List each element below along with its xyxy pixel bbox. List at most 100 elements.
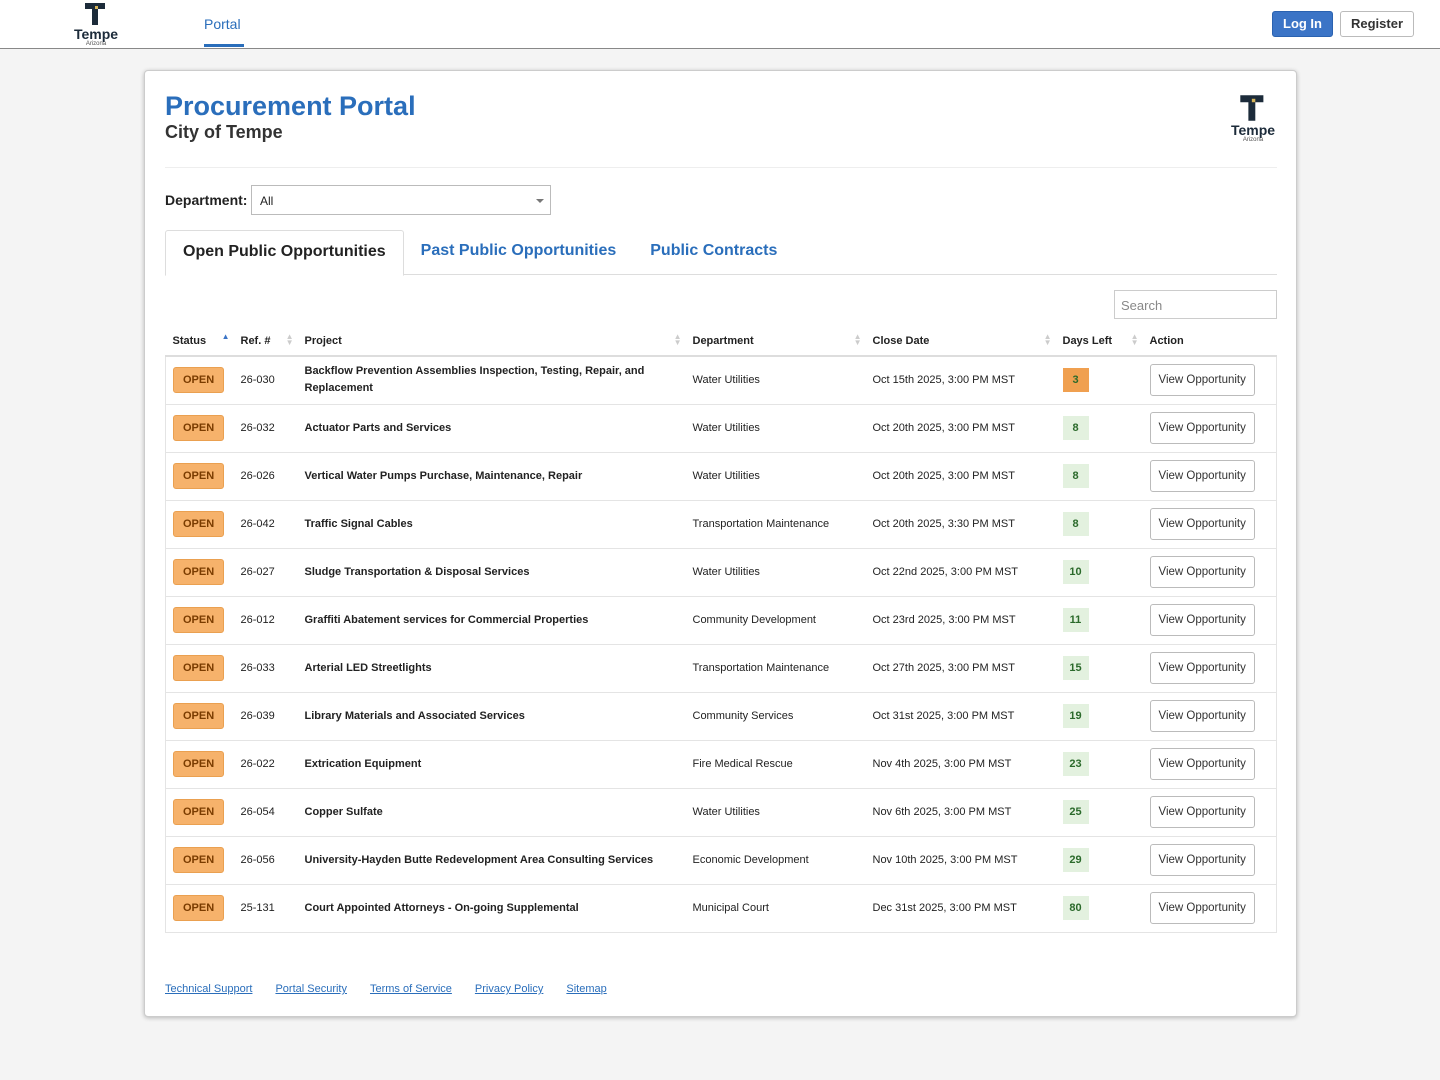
logo-text: Tempe	[73, 26, 119, 42]
project-name: Copper Sulfate	[304, 805, 383, 818]
department-name: Municipal Court	[692, 902, 769, 914]
view-opportunity-button[interactable]: View Opportunity	[1149, 556, 1255, 588]
close-date-cell: Dec 31st 2025, 3:00 PM MST	[865, 884, 1056, 933]
close-date-cell: Nov 10th 2025, 3:00 PM MST	[865, 836, 1056, 885]
register-button[interactable]: Register	[1340, 11, 1415, 37]
column-header[interactable]: Department ▲ ▼	[685, 326, 866, 357]
table-row: OPEN 26-030 Backflow Prevention Assemblies…	[165, 356, 1277, 405]
ref-number: 26-012	[240, 614, 275, 626]
view-opportunity-button[interactable]: View Opportunity	[1149, 460, 1255, 492]
view-opportunity-button[interactable]: View Opportunity	[1149, 844, 1255, 876]
ref-number: 26-056	[240, 854, 275, 866]
ref-cell: 26-056	[233, 836, 298, 885]
days-left-cell: 15	[1055, 644, 1143, 693]
sort-icon: ▲ ▼	[1043, 332, 1052, 347]
action-cell: View Opportunity	[1142, 452, 1277, 501]
column-header[interactable]: Status ▲	[165, 326, 234, 357]
project-cell: Arterial LED Streetlights	[297, 644, 686, 693]
close-date-cell: Oct 27th 2025, 3:00 PM MST	[865, 644, 1056, 693]
column-header[interactable]: Ref. # ▲ ▼	[233, 326, 298, 357]
close-date: Oct 31st 2025, 3:00 PM MST	[872, 710, 1015, 722]
close-date-cell: Oct 20th 2025, 3:00 PM MST	[865, 452, 1056, 501]
tab[interactable]: Open Public Opportunities	[165, 230, 404, 276]
action-cell: View Opportunity	[1142, 836, 1277, 885]
footer-link[interactable]: Technical Support	[165, 983, 253, 995]
footer-link[interactable]: Privacy Policy	[474, 983, 544, 995]
project-name: Library Materials and Associated Service…	[304, 709, 525, 722]
column-label: Close Date	[872, 334, 930, 347]
ref-cell: 26-039	[233, 692, 298, 741]
column-header[interactable]: Project ▲ ▼	[297, 326, 686, 357]
department-cell: Water Utilities	[685, 548, 866, 597]
table-row: OPEN 25-131 Court Appointed Attorneys - On…	[165, 884, 1277, 933]
page-subtitle: City of Tempe	[165, 122, 283, 142]
project-cell: Graffiti Abatement services for Commerci…	[297, 596, 686, 645]
department-name: Water Utilities	[692, 566, 760, 578]
view-opportunity-button[interactable]: View Opportunity	[1149, 652, 1255, 684]
project-cell: Vertical Water Pumps Purchase, Maintenan…	[297, 452, 686, 501]
tab[interactable]: Public Contracts	[650, 242, 778, 259]
department-name: Fire Medical Rescue	[692, 758, 793, 770]
close-date-cell: Oct 23rd 2025, 3:00 PM MST	[865, 596, 1056, 645]
project-name: Sludge Transportation & Disposal Service…	[304, 565, 530, 578]
sort-icon: ▲ ▼	[285, 332, 294, 347]
ref-cell: 25-131	[233, 884, 298, 933]
ref-cell: 26-012	[233, 596, 298, 645]
status-cell: OPEN	[165, 404, 234, 453]
tab[interactable]: Past Public Opportunities	[420, 242, 617, 259]
column-header: Action	[1142, 326, 1277, 357]
view-opportunity-button[interactable]: View Opportunity	[1149, 892, 1255, 924]
status-badge: OPEN	[173, 751, 225, 777]
view-opportunity-button[interactable]: View Opportunity	[1149, 508, 1255, 540]
sort-icon: ▲ ▼	[673, 332, 682, 347]
logo-icon	[85, 3, 105, 25]
footer-link[interactable]: Portal Security	[275, 983, 347, 995]
days-left-badge: 25	[1062, 800, 1089, 824]
ref-number: 26-022	[240, 758, 275, 770]
column-header[interactable]: Days Left ▲ ▼	[1055, 326, 1143, 357]
days-left-badge: 23	[1062, 752, 1089, 776]
close-date-cell: Oct 22nd 2025, 3:00 PM MST	[865, 548, 1056, 597]
login-button[interactable]: Log In	[1272, 11, 1333, 37]
view-opportunity-button[interactable]: View Opportunity	[1149, 748, 1255, 780]
sort-icon: ▲ ▼	[853, 332, 862, 347]
status-cell: OPEN	[165, 500, 234, 549]
action-cell: View Opportunity	[1142, 500, 1277, 549]
days-left-badge: 29	[1062, 848, 1089, 872]
view-opportunity-button[interactable]: View Opportunity	[1149, 412, 1255, 444]
column-header[interactable]: Close Date ▲ ▼	[865, 326, 1056, 357]
footer-link[interactable]: Terms of Service	[369, 983, 452, 995]
department-name: Economic Development	[692, 854, 809, 866]
column-label: Status	[172, 334, 207, 347]
footer-link[interactable]: Sitemap	[566, 983, 607, 995]
department-cell: Water Utilities	[685, 356, 866, 405]
department-cell: Fire Medical Rescue	[685, 740, 866, 789]
project-cell: Copper Sulfate	[297, 788, 686, 837]
close-date: Oct 22nd 2025, 3:00 PM MST	[872, 566, 1019, 578]
nav-link[interactable]: Portal	[204, 16, 241, 32]
table-row: OPEN 26-042 Traffic Signal Cables Transport…	[165, 500, 1277, 549]
table-row: OPEN 26-056 University-Hayden Butte Redeve…	[165, 836, 1277, 885]
view-opportunity-button[interactable]: View Opportunity	[1149, 364, 1255, 397]
filter-label: Department:	[165, 192, 248, 208]
department-name: Water Utilities	[692, 470, 760, 482]
header-row: Status ▲ Ref. # ▲ ▼ Project ▲ ▼ Department ▲ ▼ Clos…	[165, 326, 1277, 357]
view-opportunity-button[interactable]: View Opportunity	[1149, 604, 1255, 636]
days-left-badge: 8	[1062, 464, 1089, 488]
days-left-cell: 10	[1055, 548, 1143, 597]
project-name: University-Hayden Butte Redevelopment Ar…	[304, 853, 654, 866]
view-opportunity-button[interactable]: View Opportunity	[1149, 700, 1255, 732]
close-date: Nov 10th 2025, 3:00 PM MST	[872, 854, 1018, 866]
ref-number: 26-033	[240, 662, 275, 674]
search-input[interactable]: Search	[1114, 290, 1277, 319]
nav-logo[interactable]: Tempe Arizona	[70, 1, 122, 47]
close-date: Oct 20th 2025, 3:30 PM MST	[872, 518, 1015, 530]
close-date-cell: Nov 6th 2025, 3:00 PM MST	[865, 788, 1056, 837]
action-cell: View Opportunity	[1142, 788, 1277, 837]
close-date: Nov 6th 2025, 3:00 PM MST	[872, 806, 1012, 818]
department-select[interactable]: All	[251, 185, 551, 215]
department-name: Transportation Maintenance	[692, 518, 830, 530]
department-name: Water Utilities	[692, 806, 760, 818]
view-opportunity-button[interactable]: View Opportunity	[1149, 796, 1255, 828]
days-left-cell: 11	[1055, 596, 1143, 645]
